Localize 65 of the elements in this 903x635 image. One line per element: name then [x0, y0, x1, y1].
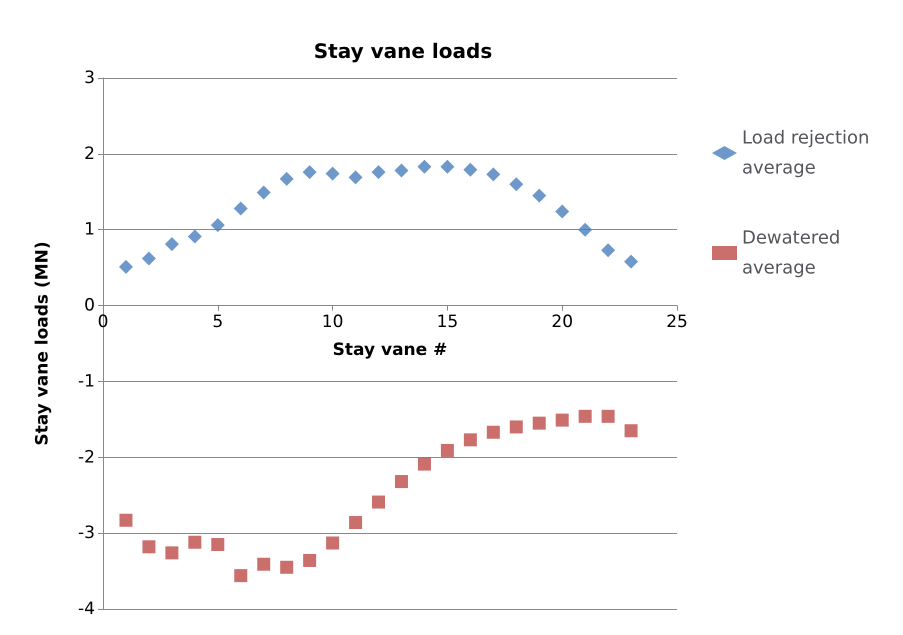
point — [556, 414, 569, 427]
point — [532, 188, 546, 203]
y-tick-label: -4 — [78, 599, 95, 619]
point — [280, 172, 294, 186]
x-tick-label: 10 — [322, 312, 344, 332]
point — [394, 164, 408, 178]
point — [164, 237, 179, 252]
point — [372, 496, 386, 509]
point — [372, 165, 386, 180]
point — [326, 536, 340, 550]
point — [417, 160, 432, 174]
point — [578, 410, 592, 423]
point — [624, 254, 638, 269]
x-tick-label: 0 — [98, 312, 108, 332]
point — [624, 424, 638, 438]
point — [142, 252, 156, 266]
point — [234, 569, 248, 582]
point — [486, 426, 500, 439]
legend-label: Dewatered average — [742, 228, 846, 278]
point — [463, 162, 478, 177]
y-tick-label: 1 — [84, 220, 95, 240]
point — [326, 166, 340, 181]
point — [119, 514, 132, 527]
point — [440, 444, 454, 457]
point — [555, 204, 570, 219]
point — [601, 243, 616, 258]
point — [418, 458, 431, 471]
point — [188, 536, 202, 549]
point — [440, 160, 454, 174]
point — [348, 170, 363, 184]
legend-label: Load rejection average — [742, 128, 876, 178]
point — [165, 546, 178, 560]
point — [118, 260, 133, 274]
y-tick-label: -2 — [78, 447, 95, 468]
point — [486, 167, 500, 182]
x-tick-label: 15 — [436, 312, 458, 332]
point — [394, 475, 408, 488]
point — [211, 538, 224, 552]
y-tick-label: 3 — [84, 68, 95, 88]
point — [257, 558, 270, 571]
x-tick-label: 20 — [551, 312, 574, 332]
y-tick-label: 2 — [84, 144, 95, 164]
y-tick-label: -3 — [78, 523, 95, 544]
point — [303, 554, 316, 567]
point — [510, 420, 523, 434]
point — [302, 165, 317, 180]
point — [256, 186, 271, 200]
point — [280, 560, 294, 574]
point — [464, 433, 477, 446]
y-tick-label: 0 — [84, 296, 95, 316]
y-axis-title: Stay vane loads (MN) — [32, 241, 52, 446]
y-tick-label: -1 — [78, 371, 95, 392]
point — [210, 218, 225, 232]
point — [602, 410, 615, 423]
x-axis-title: Stay vane # — [332, 340, 448, 360]
point — [578, 222, 592, 237]
point — [142, 540, 156, 554]
chart-title: Stay vane loads — [314, 39, 492, 63]
point — [532, 416, 546, 430]
point — [188, 230, 202, 244]
point — [234, 201, 248, 216]
x-tick-label: 25 — [666, 312, 688, 332]
x-tick-label: 5 — [212, 312, 224, 332]
point — [349, 516, 362, 530]
point — [509, 177, 524, 192]
